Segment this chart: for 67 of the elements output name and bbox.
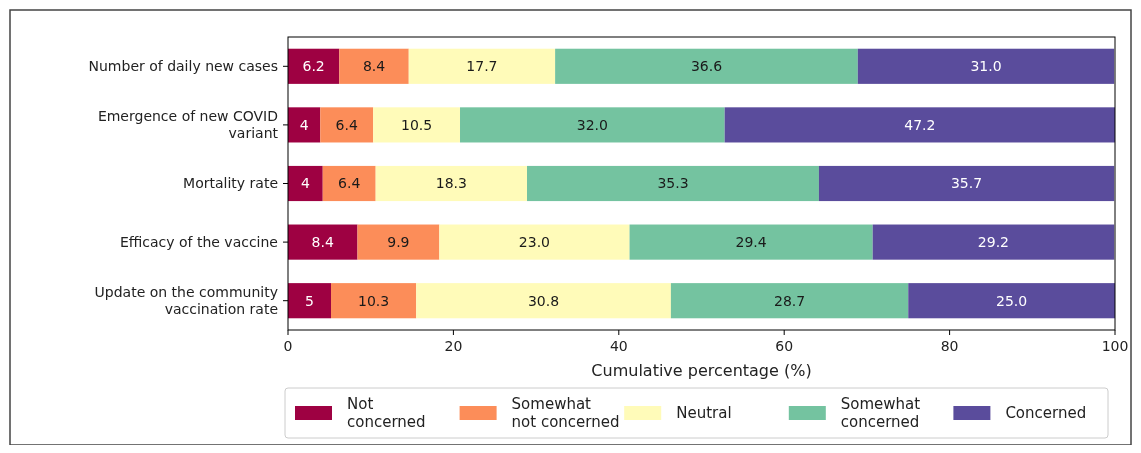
data-label: 29.2 <box>977 234 1010 250</box>
data-label: 10.5 <box>401 116 433 133</box>
data-label: 23.0 <box>518 234 551 250</box>
data-label: 18.3 <box>435 175 467 192</box>
data-label: 25.0 <box>996 292 1028 309</box>
bar <box>629 224 873 260</box>
bar <box>322 165 376 202</box>
data-label: 8.4 <box>311 234 334 250</box>
bar <box>288 283 331 319</box>
bar <box>375 165 527 202</box>
data-label: 28.7 <box>773 292 806 309</box>
bar <box>818 165 1115 202</box>
bar <box>416 283 671 319</box>
data-label: 31.0 <box>970 58 1002 75</box>
x-tick-label: 60 <box>775 338 794 354</box>
data-label: 17.7 <box>466 58 498 75</box>
x-tick-label: 100 <box>1101 338 1129 354</box>
data-label: 32.0 <box>576 116 608 133</box>
data-label: 5 <box>305 292 314 309</box>
x-tick-label: 0 <box>283 338 293 354</box>
bar <box>339 48 409 84</box>
data-label: 6.4 <box>338 175 361 192</box>
bar <box>357 224 440 260</box>
bar <box>670 283 909 319</box>
data-label: 8.4 <box>362 58 386 75</box>
data-label: 6.2 <box>302 58 325 75</box>
bar <box>460 107 725 143</box>
x-axis-title: Cumulative percentage (%) <box>591 361 812 380</box>
data-label: 35.3 <box>657 175 689 192</box>
data-label: 35.7 <box>950 175 983 192</box>
bar <box>288 165 323 202</box>
legend-label: Concerned <box>1005 404 1087 423</box>
bar <box>857 48 1115 84</box>
legend-label: Neutral <box>676 404 732 423</box>
legend-label: Somewhat not concerned <box>511 395 620 432</box>
y-tick-label: Mortality rate <box>183 175 278 192</box>
data-label: 4 <box>300 175 310 192</box>
bar <box>408 48 556 84</box>
bar <box>872 224 1115 260</box>
data-label: 9.9 <box>387 234 410 250</box>
bar <box>288 107 321 143</box>
legend-label: Not concerned <box>347 395 426 432</box>
x-tick-label: 20 <box>444 338 463 354</box>
bar <box>527 165 819 202</box>
bar <box>724 107 1115 143</box>
bar <box>288 48 340 84</box>
y-tick-label: Emergence of new COVID variant <box>97 108 279 142</box>
data-label: 4 <box>299 116 309 133</box>
bar <box>331 283 417 319</box>
bar <box>555 48 858 84</box>
y-tick-label: Number of daily new cases <box>88 58 278 75</box>
data-label: 30.8 <box>527 292 560 309</box>
data-label: 10.3 <box>358 292 390 309</box>
legend-label: Somewhat concerned <box>840 395 921 432</box>
bar <box>373 107 461 143</box>
data-label: 29.4 <box>735 234 767 250</box>
bar <box>439 224 630 260</box>
x-tick-label: 80 <box>940 338 959 354</box>
data-label: 47.2 <box>904 116 936 133</box>
bar <box>288 224 358 260</box>
x-tick-label: 40 <box>609 338 628 354</box>
bar <box>908 283 1115 319</box>
data-label: 36.6 <box>690 58 723 75</box>
y-tick-label: Update on the community vaccination rate <box>94 284 278 317</box>
bar <box>320 107 374 143</box>
y-tick-label: Efficacy of the vaccine <box>119 234 278 250</box>
data-label: 6.4 <box>335 116 358 133</box>
